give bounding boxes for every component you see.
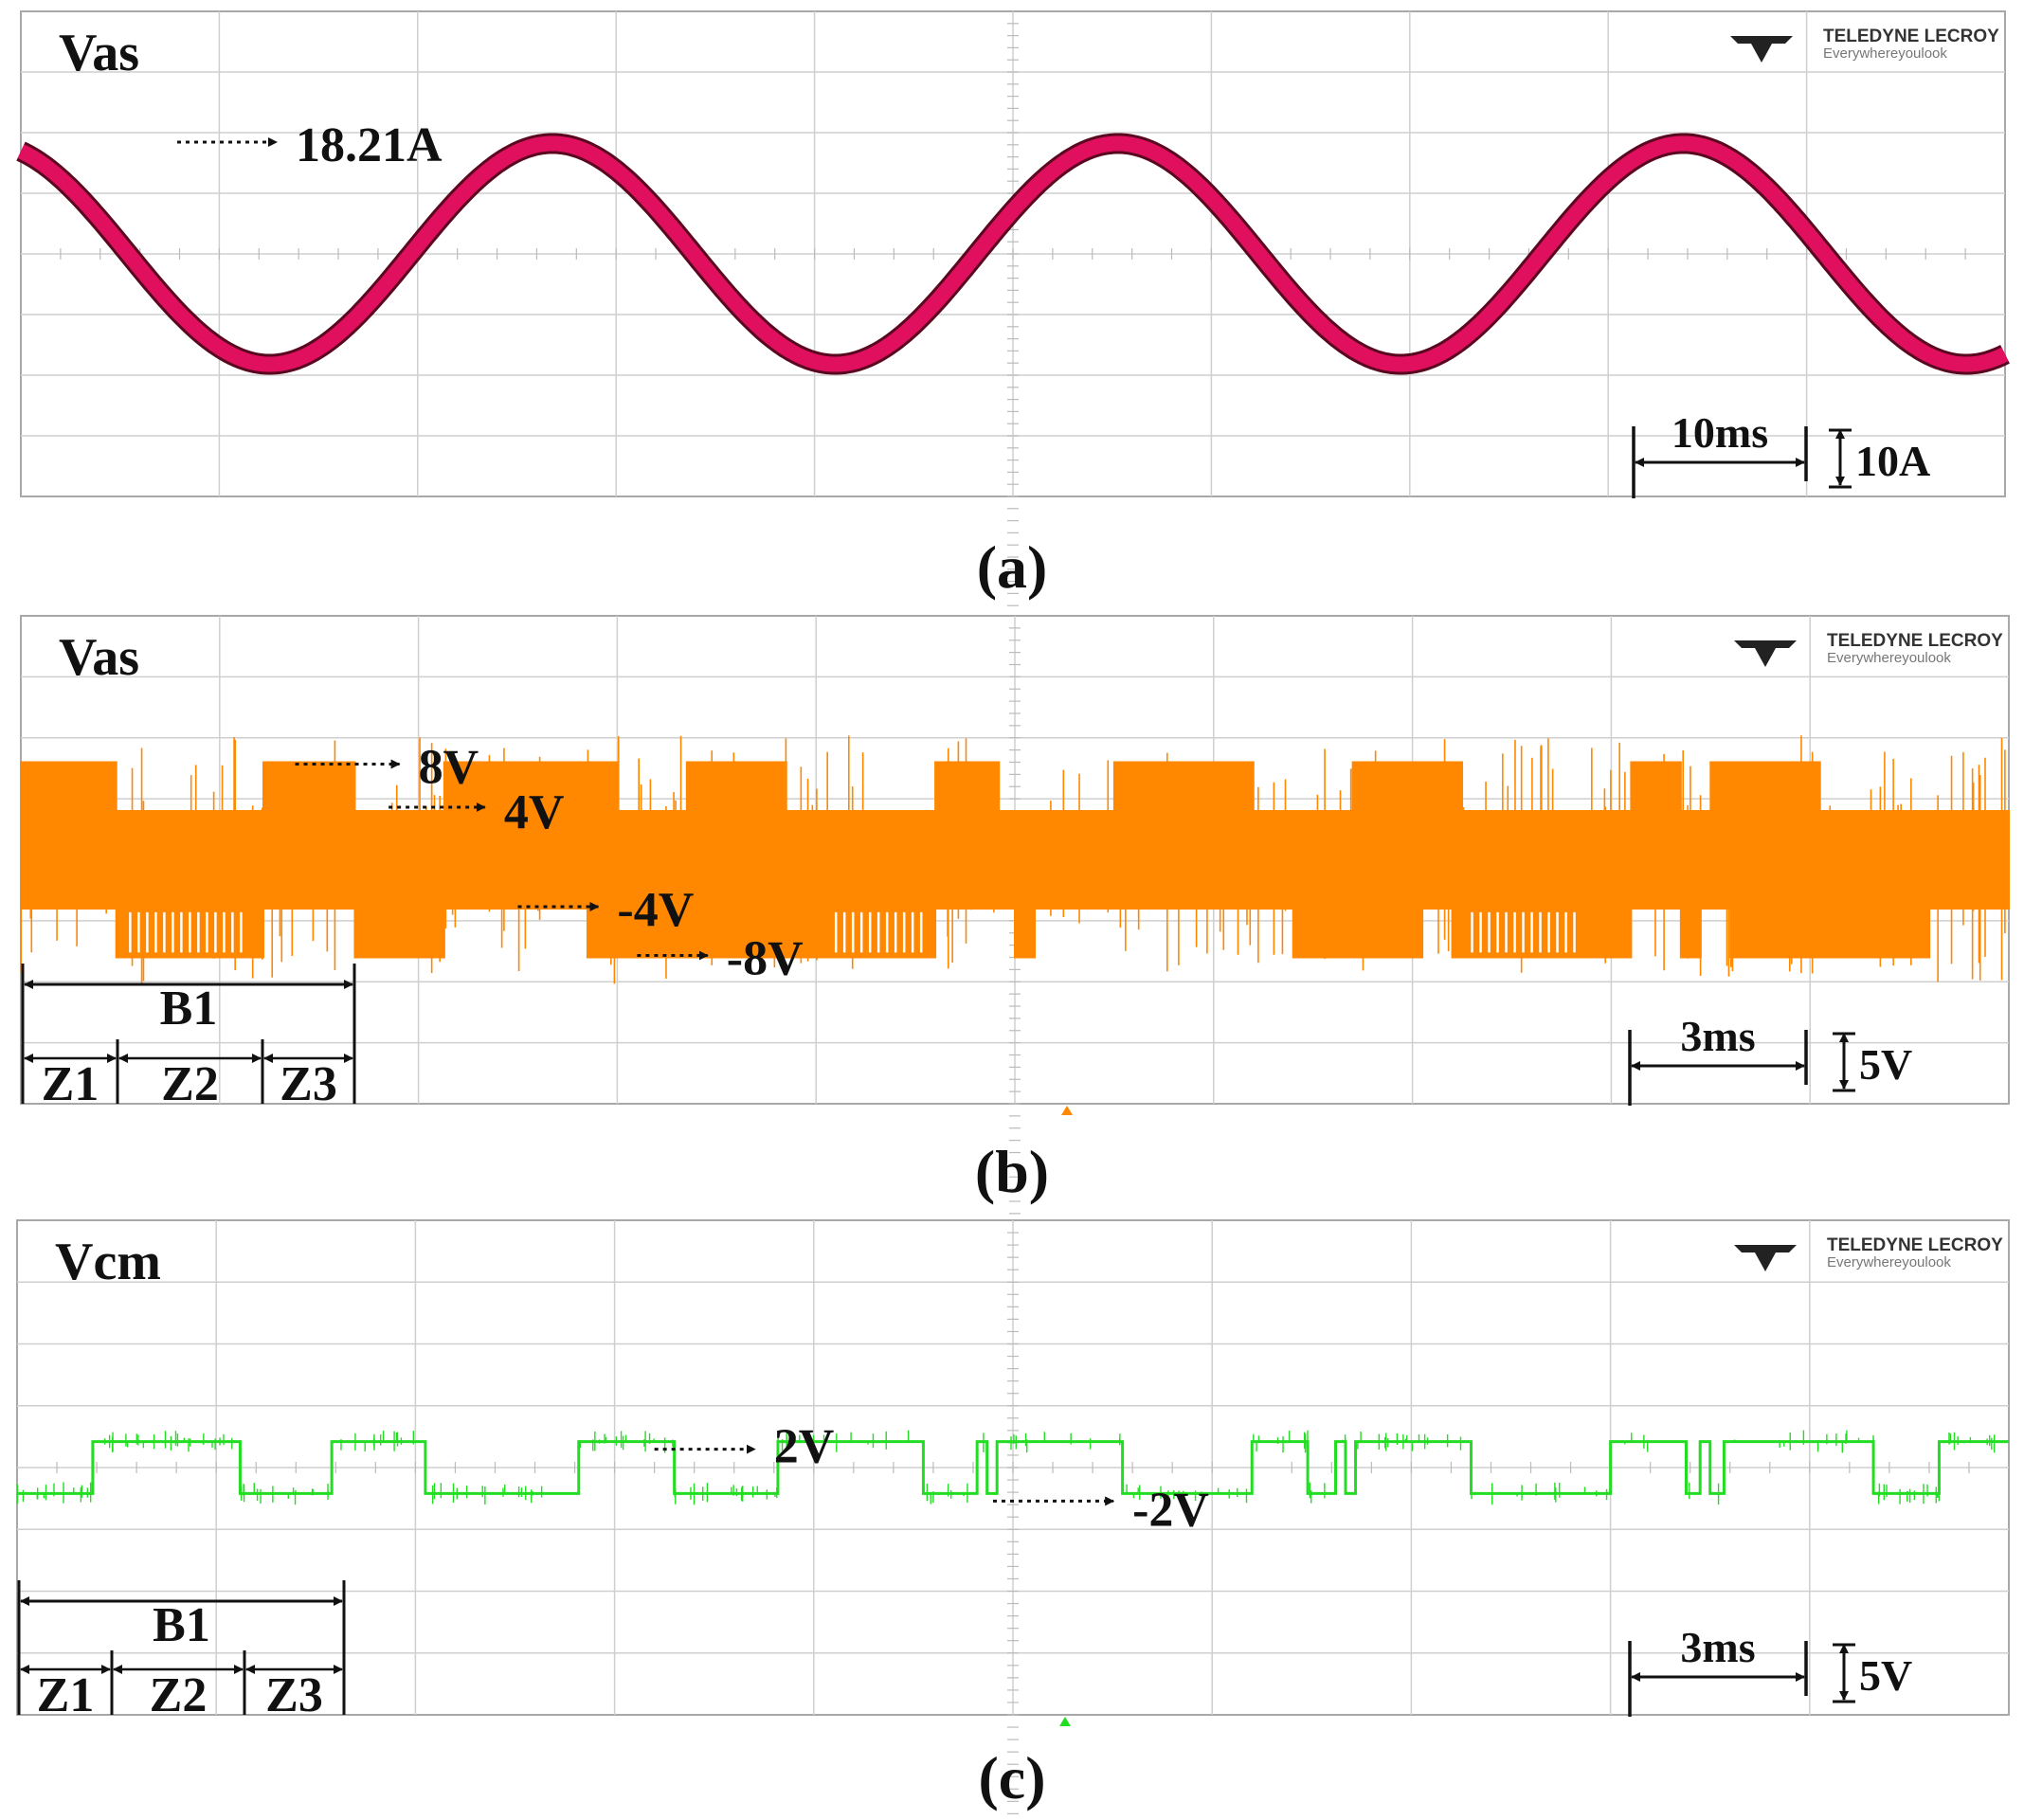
amplitude-per-division: 5V bbox=[1859, 1040, 1912, 1089]
level-label: 4V bbox=[504, 785, 565, 839]
level-label: 8V bbox=[419, 741, 479, 795]
panel-caption: (c) bbox=[978, 1744, 1045, 1811]
peak-label: 18.21A bbox=[296, 118, 443, 172]
zone-label: Z2 bbox=[161, 1057, 219, 1111]
zone-label: Z1 bbox=[42, 1057, 99, 1111]
level-label: 2V bbox=[774, 1420, 835, 1474]
brand-tagline: Everywhereyoulook bbox=[1827, 650, 1951, 666]
panel-title: Vcm bbox=[55, 1233, 161, 1291]
zone-label: Z3 bbox=[280, 1057, 337, 1111]
current-waveform bbox=[16, 135, 2010, 372]
zone-label: Z2 bbox=[150, 1668, 208, 1722]
panel-caption: (a) bbox=[977, 533, 1048, 601]
brand-tagline: Everywhereyoulook bbox=[1827, 1254, 1951, 1270]
panel-caption: (b) bbox=[975, 1138, 1049, 1205]
time-per-division: 3ms bbox=[1680, 1623, 1755, 1671]
time-per-division: 10ms bbox=[1672, 408, 1768, 457]
level-label: -8V bbox=[727, 932, 804, 986]
trigger-marker-icon bbox=[1061, 1106, 1073, 1115]
brand-name: TELEDYNE LECROY bbox=[1827, 631, 2003, 651]
common-mode-voltage-trace bbox=[17, 1440, 2009, 1495]
brand-tagline: Everywhereyoulook bbox=[1823, 45, 1947, 62]
zone-label: Z3 bbox=[265, 1668, 323, 1722]
brand-name: TELEDYNE LECROY bbox=[1823, 27, 1999, 46]
level-label: -4V bbox=[617, 883, 694, 937]
amplitude-per-division: 5V bbox=[1859, 1651, 1912, 1700]
level-label: -2V bbox=[1132, 1483, 1209, 1537]
bracket-label-b1: B1 bbox=[153, 1598, 210, 1652]
brand-logo-icon bbox=[1734, 1245, 1797, 1271]
bracket-label-b1: B1 bbox=[160, 982, 218, 1036]
zone-label: Z1 bbox=[37, 1668, 95, 1722]
pwm-voltage-band bbox=[20, 761, 2010, 959]
brand-name: TELEDYNE LECROY bbox=[1827, 1235, 2003, 1255]
time-per-division: 3ms bbox=[1680, 1012, 1755, 1060]
panel-title: Vas bbox=[59, 628, 139, 687]
brand-logo-icon bbox=[1734, 640, 1797, 667]
panel-title: Vas bbox=[59, 24, 139, 82]
trigger-marker-icon bbox=[1059, 1717, 1071, 1726]
amplitude-per-division: 10A bbox=[1855, 437, 1930, 485]
brand-logo-icon bbox=[1730, 36, 1793, 63]
